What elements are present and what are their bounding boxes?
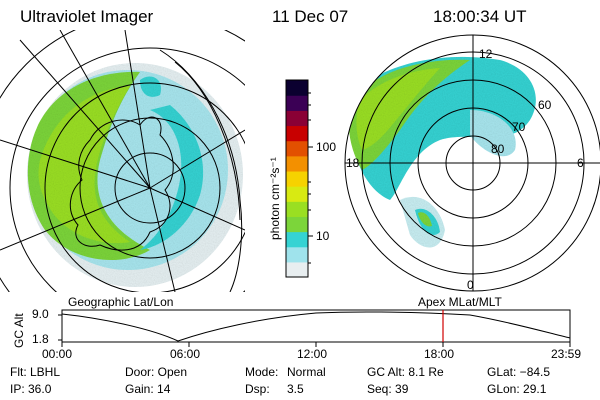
door-status: Door: Open: [125, 365, 188, 379]
colorbar: [286, 80, 308, 278]
mlt-label-18: 18: [346, 156, 360, 170]
dsp-label: Dsp:: [245, 382, 270, 396]
apex-polar-map: [345, 35, 600, 291]
mode-value: Normal: [287, 365, 326, 379]
alt-tick-1-8: 1.8: [32, 332, 49, 346]
mlat-label-70: 70: [512, 120, 526, 134]
colorbar-band: [286, 95, 308, 111]
time-tick-1200: 12:00: [297, 347, 328, 361]
colorbar-unit-label: photon cm⁻²s⁻¹: [268, 157, 282, 240]
mlt-label-0: 0: [467, 278, 474, 292]
mlt-label-6: 6: [577, 156, 584, 170]
mode-label: Mode:: [245, 365, 279, 379]
geographic-map: [0, 30, 245, 292]
colorbar-band: [286, 186, 308, 202]
colorbar-band: [286, 125, 308, 142]
continent-coastline: [69, 116, 174, 251]
colorbar-tick-100: 100: [316, 140, 337, 154]
colorbar-band: [286, 231, 308, 248]
left-map-label: Geographic Lat/Lon: [68, 295, 174, 309]
date-label: 11 Dec 07: [272, 7, 349, 26]
altitude-curve: [61, 311, 571, 342]
time-tick-0600: 06:00: [170, 347, 201, 361]
alt-tick-9: 9.0: [32, 307, 49, 321]
ip-status: IP: 36.0: [10, 382, 52, 396]
time-tick-0000: 00:00: [42, 347, 73, 361]
gc-alt-status: GC Alt: 8.1 Re: [367, 365, 444, 379]
mlat-label-80: 80: [491, 142, 505, 156]
right-aurora-emission: [348, 56, 536, 248]
left-map-grid: [0, 30, 245, 292]
seq-status: Seq: 39: [367, 382, 409, 396]
right-map-grid: [345, 35, 600, 291]
gain-status: Gain: 14: [125, 382, 171, 396]
colorbar-band: [286, 155, 308, 172]
colorbar-frame: [285, 79, 309, 278]
colorbar-tick-10: 10: [316, 229, 330, 243]
mlat-label-60: 60: [538, 98, 552, 112]
colorbar-band: [286, 201, 308, 217]
glon-status: GLon: 29.1: [487, 382, 547, 396]
left-aurora-emission: [27, 63, 243, 287]
altitude-plot-ticks: [58, 314, 571, 347]
colorbar-band: [286, 261, 308, 278]
time-tick-1800: 18:00: [424, 347, 455, 361]
time-label: 18:00:34 UT: [433, 7, 527, 26]
filter-status: Flt: LBHL: [10, 365, 61, 379]
colorbar-band: [286, 216, 308, 233]
colorbar-ticks: [308, 92, 313, 264]
colorbar-band: [286, 110, 308, 127]
mlt-label-12: 12: [479, 47, 493, 61]
instrument-title: Ultraviolet Imager: [20, 7, 154, 26]
altitude-axis-label: GC Alt: [12, 313, 26, 348]
time-tick-2359: 23:59: [551, 347, 582, 361]
altitude-plot-frame: [61, 309, 571, 343]
polar-map-border: [344, 34, 600, 292]
colorbar-band: [286, 170, 308, 187]
colorbar-band: [286, 246, 308, 263]
right-map-label: Apex MLat/MLT: [418, 295, 502, 309]
colorbar-band: [286, 140, 308, 157]
colorbar-band: [286, 80, 308, 96]
dsp-value: 3.5: [287, 382, 304, 396]
glat-status: GLat: −84.5: [487, 365, 551, 379]
